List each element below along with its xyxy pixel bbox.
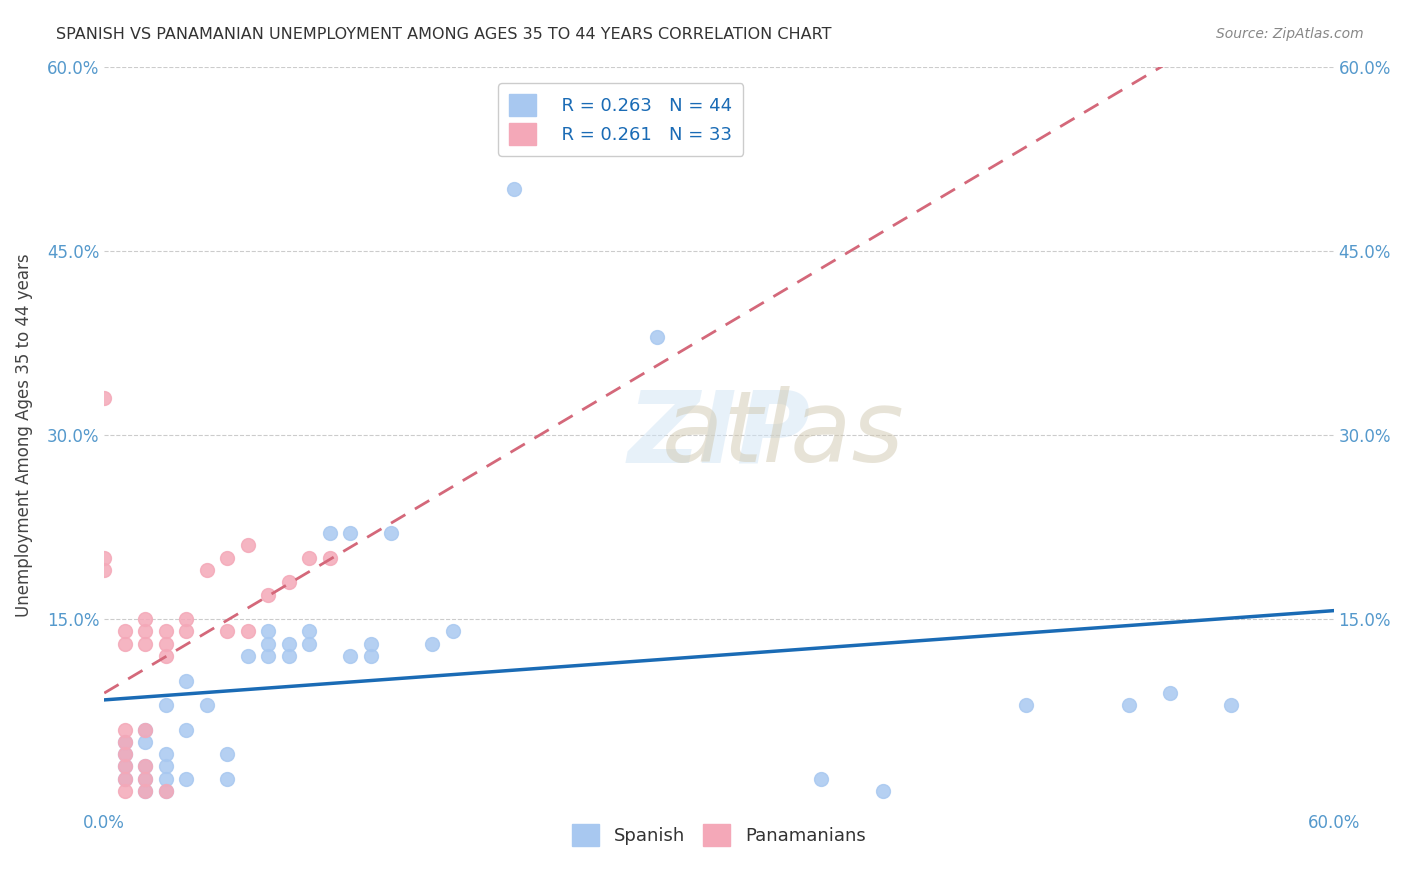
Point [1118,698,1140,712]
Point [257,637,280,651]
Point [155,624,177,639]
Text: SPANISH VS PANAMANIAN UNEMPLOYMENT AMONG AGES 35 TO 44 YEARS CORRELATION CHART: SPANISH VS PANAMANIAN UNEMPLOYMENT AMONG… [56,27,832,42]
Text: ZIP: ZIP [627,386,810,483]
Point [155,784,177,798]
Point [298,624,321,639]
Point [380,526,402,541]
Point [236,538,259,552]
Point [277,575,299,590]
Point [339,648,361,663]
Point [93,391,115,405]
Point [155,648,177,663]
Point [134,735,156,749]
Point [257,588,280,602]
Point [134,759,156,773]
Point [174,673,197,688]
Point [298,550,321,565]
Point [1015,698,1038,712]
Point [93,550,115,565]
Point [114,723,136,737]
Point [134,772,156,786]
Point [360,637,382,651]
Point [257,624,280,639]
Point [134,612,156,626]
Point [114,772,136,786]
Point [257,648,280,663]
Point [114,784,136,798]
Point [236,648,259,663]
Point [217,772,239,786]
Point [318,550,340,565]
Point [134,637,156,651]
Point [420,637,443,651]
Point [217,747,239,761]
Point [1220,698,1243,712]
Text: Source: ZipAtlas.com: Source: ZipAtlas.com [1216,27,1364,41]
Point [217,624,239,639]
Point [155,747,177,761]
Point [93,563,115,577]
Point [114,772,136,786]
Point [647,329,669,343]
Point [155,784,177,798]
Text: atlas: atlas [534,386,903,483]
Point [872,784,894,798]
Point [155,698,177,712]
Point [1159,686,1181,700]
Point [114,735,136,749]
Point [174,723,197,737]
Point [339,526,361,541]
Y-axis label: Unemployment Among Ages 35 to 44 years: Unemployment Among Ages 35 to 44 years [15,253,32,616]
Point [441,624,464,639]
Point [236,624,259,639]
Point [114,759,136,773]
Point [174,612,197,626]
Point [114,735,136,749]
Point [155,637,177,651]
Point [114,624,136,639]
Point [134,784,156,798]
Point [134,723,156,737]
Point [114,759,136,773]
Point [134,723,156,737]
Point [318,526,340,541]
Point [114,747,136,761]
Point [174,772,197,786]
Point [155,772,177,786]
Point [134,624,156,639]
Point [134,759,156,773]
Point [298,637,321,651]
Point [114,637,136,651]
Point [277,637,299,651]
Point [195,563,218,577]
Point [810,772,832,786]
Point [114,747,136,761]
Point [174,624,197,639]
Point [195,698,218,712]
Point [134,772,156,786]
Point [503,182,526,196]
Point [277,648,299,663]
Point [134,784,156,798]
Point [155,759,177,773]
Point [360,648,382,663]
Point [217,550,239,565]
Legend:   R = 0.263   N = 44,   R = 0.261   N = 33: R = 0.263 N = 44, R = 0.261 N = 33 [498,83,744,156]
